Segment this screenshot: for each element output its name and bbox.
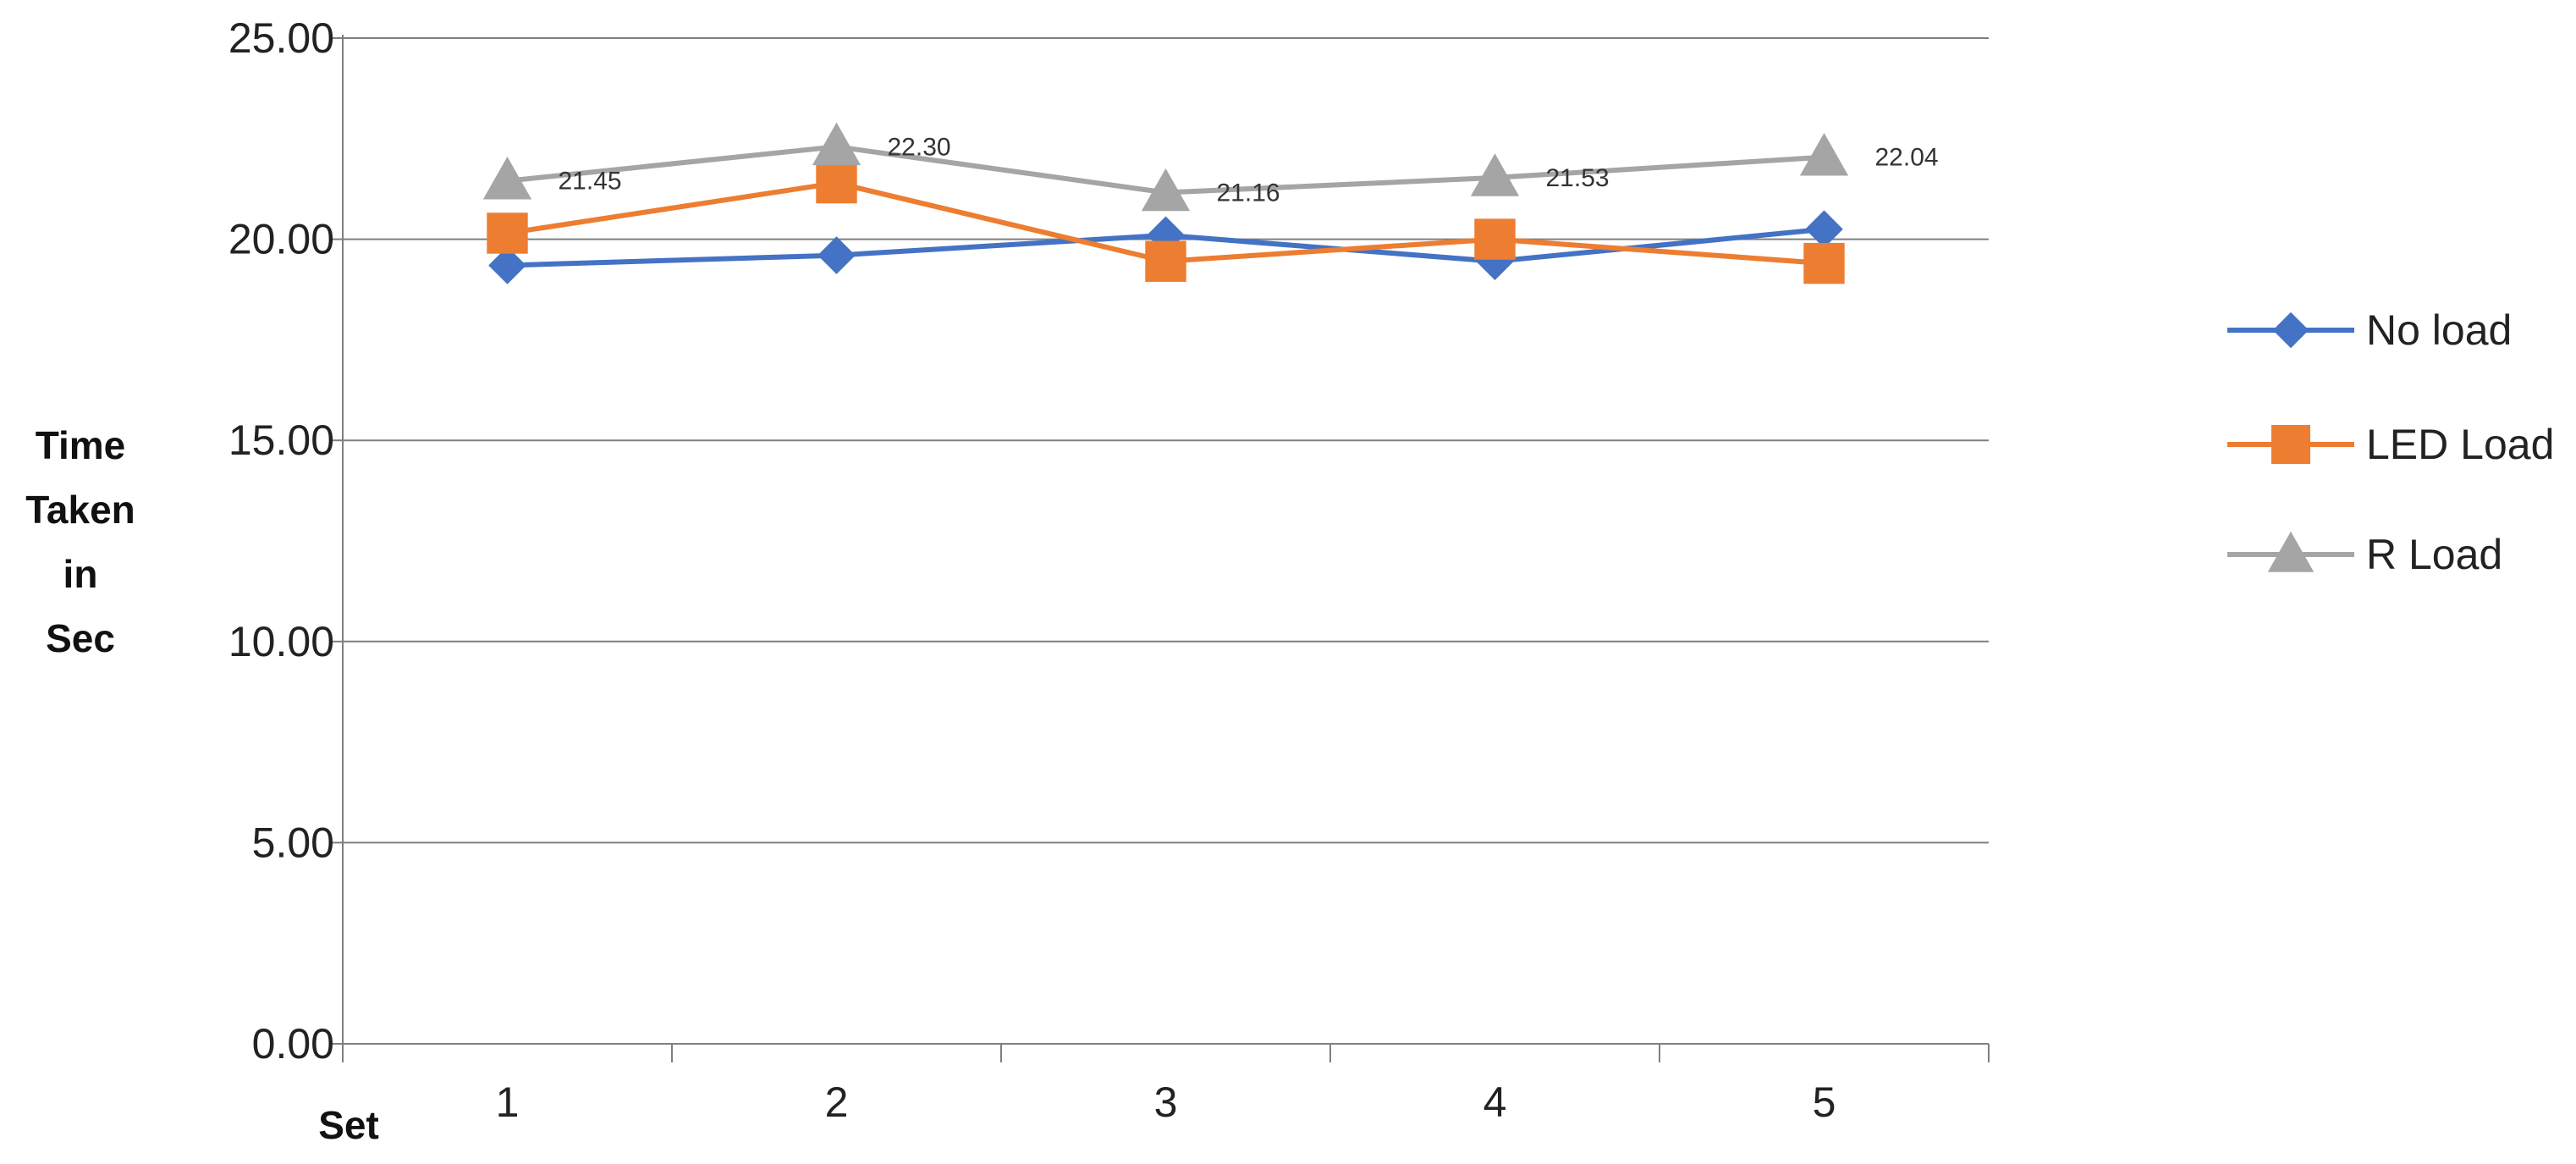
data-point-led-load [1474, 218, 1516, 260]
data-labels: 21.45 22.30 21.16 21.53 22.04 [559, 133, 1939, 207]
data-point-led-load [1145, 240, 1186, 282]
y-axis-title-line: in [63, 552, 98, 596]
data-point-no-load [1805, 210, 1843, 249]
x-tick-label: 4 [1483, 1078, 1507, 1126]
y-tick-label: 20.00 [228, 216, 334, 263]
y-tick-labels: 0.00 5.00 10.00 15.00 20.00 25.00 [228, 14, 334, 1067]
data-point-led-load [816, 162, 857, 204]
y-axis-title-line: Sec [46, 616, 115, 660]
data-point-led-load [487, 212, 528, 254]
series-led-load [487, 162, 1845, 284]
y-axis-title-line: Taken [25, 488, 135, 532]
data-label: 21.53 [1546, 164, 1610, 192]
x-tick-labels: 1 2 3 4 5 [496, 1078, 1836, 1126]
data-label: 22.30 [888, 133, 951, 161]
legend-item-r-load: R Load [2227, 531, 2502, 578]
data-point-r-load [812, 122, 861, 166]
axis-titles: Time Taken in Sec Set [25, 423, 379, 1147]
x-tick-label: 2 [825, 1078, 849, 1126]
y-tick-label: 15.00 [228, 417, 334, 464]
y-tick-label: 0.00 [252, 1020, 334, 1067]
data-point-no-load [488, 246, 526, 284]
legend-label: LED Load [2366, 421, 2554, 468]
series-group [482, 122, 1849, 284]
legend-item-no-load: No load [2227, 306, 2512, 354]
x-axis-title: Set [318, 1103, 379, 1147]
y-axis-title: Time Taken in Sec [25, 423, 135, 660]
data-point-r-load [1141, 168, 1191, 212]
axes [331, 35, 1990, 1062]
legend-marker [2271, 425, 2310, 464]
x-tick-label: 3 [1154, 1078, 1178, 1126]
y-tick-label: 10.00 [228, 618, 334, 665]
data-point-no-load [817, 236, 856, 274]
x-tick-label: 1 [496, 1078, 520, 1126]
y-tick-label: 25.00 [228, 14, 334, 62]
data-point-r-load [1799, 133, 1849, 176]
legend-label: No load [2366, 306, 2512, 354]
data-point-led-load [1803, 242, 1845, 284]
data-label: 21.45 [559, 168, 622, 196]
legend-marker [2272, 312, 2309, 349]
y-tick-label: 5.00 [252, 819, 334, 866]
data-point-r-load [1470, 153, 1520, 196]
legend-marker [2267, 531, 2315, 572]
gridlines [343, 37, 1989, 844]
legend: No load LED Load R Load [2227, 306, 2554, 578]
x-tick-label: 5 [1813, 1078, 1836, 1126]
y-axis-title-line: Time [36, 423, 126, 467]
legend-label: R Load [2366, 531, 2502, 578]
data-label: 21.16 [1217, 179, 1280, 207]
series-r-load [482, 122, 1849, 212]
legend-item-led-load: LED Load [2227, 421, 2554, 468]
data-point-r-load [482, 157, 532, 200]
data-label: 22.04 [1875, 144, 1939, 172]
